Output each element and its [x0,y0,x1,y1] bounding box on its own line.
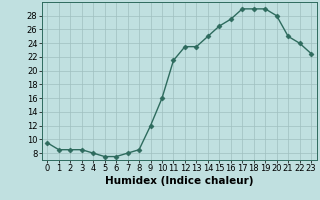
X-axis label: Humidex (Indice chaleur): Humidex (Indice chaleur) [105,176,253,186]
